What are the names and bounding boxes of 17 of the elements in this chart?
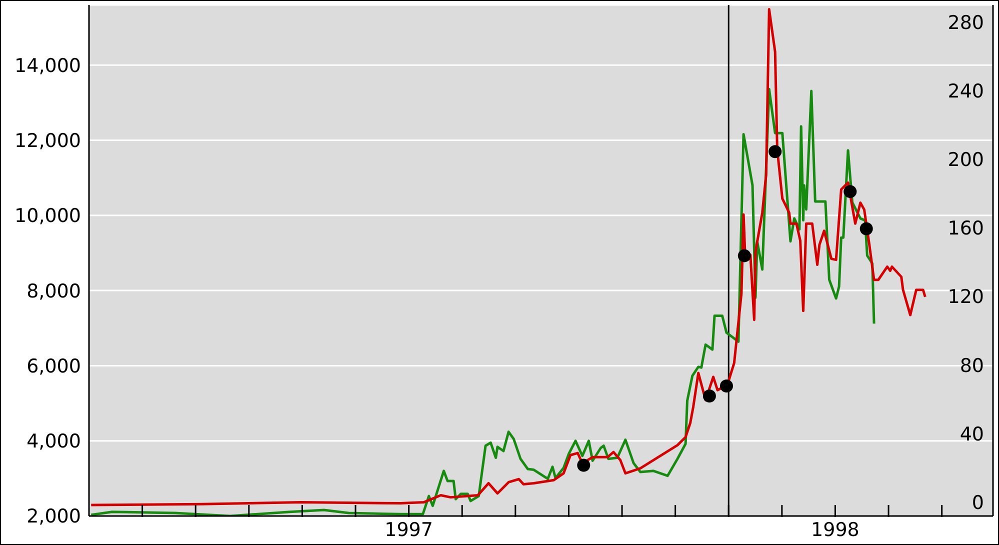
y-tick-label: 10,000 [14,205,81,228]
x-tick-label: 1997 [384,519,433,541]
y2-tick-label: 240 [948,80,984,102]
y2-tick-label: 200 [948,148,984,171]
y2-tick-label: 120 [948,286,984,308]
y-tick-label: 4,000 [26,430,81,453]
y-tick-label: 8,000 [26,280,81,302]
y-tick-label: 14,000 [14,54,81,77]
y2-tick-label: 160 [948,218,984,240]
y2-tick-label: 40 [960,423,984,446]
y2-tick-label: 80 [960,354,984,377]
x-tick-label: 1998 [811,519,860,541]
y-tick-label: 12,000 [14,130,81,152]
y2-tick-label: 280 [948,12,984,34]
y2-tick-label: 0 [972,492,984,514]
y-tick-label: 2,000 [26,506,81,528]
y-tick-label: 6,000 [26,355,81,378]
